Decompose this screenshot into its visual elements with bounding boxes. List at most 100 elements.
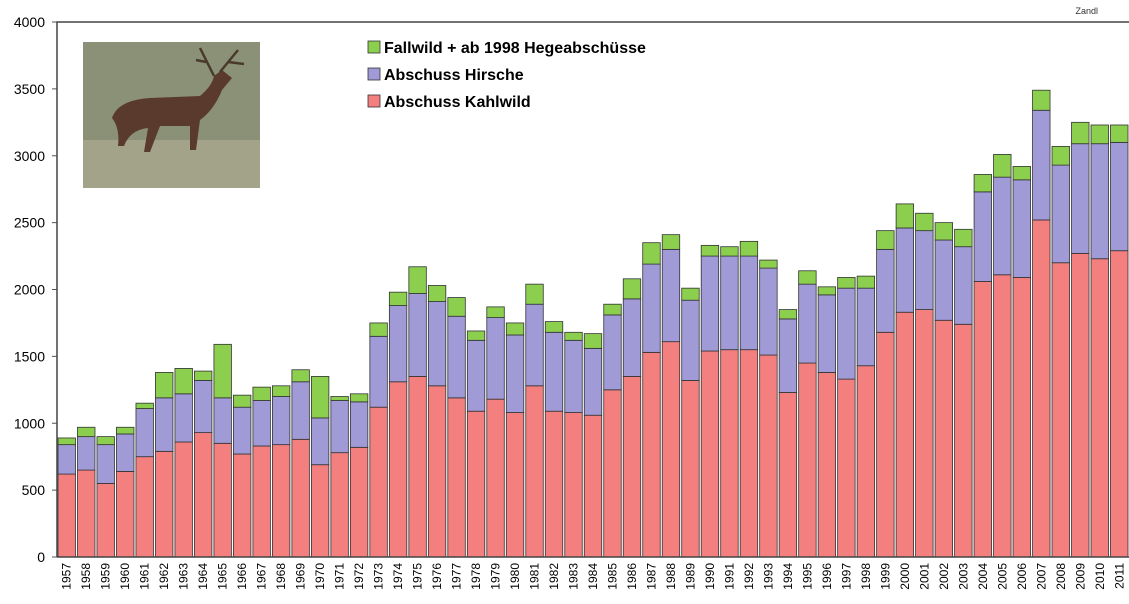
bar-segment xyxy=(565,332,582,340)
photo xyxy=(83,42,260,188)
bar-segment xyxy=(1013,277,1030,557)
x-tick-label: 1998 xyxy=(859,563,873,590)
bar-segment xyxy=(253,446,270,557)
bar-segment xyxy=(448,298,465,317)
bar-segment xyxy=(350,402,367,447)
bar-segment xyxy=(506,335,523,413)
legend-label: Abschuss Kahlwild xyxy=(384,94,531,111)
bar-segment xyxy=(643,352,660,557)
bar-segment xyxy=(916,231,933,310)
bar-segment xyxy=(1091,125,1108,144)
bar-segment xyxy=(721,256,738,350)
bar-segment xyxy=(1013,166,1030,179)
bar-segment xyxy=(994,275,1011,557)
bar-segment xyxy=(545,322,562,333)
bar-segment xyxy=(799,363,816,557)
chart: Zandl 0500100015002000250030003500400019… xyxy=(0,0,1129,599)
bar-segment xyxy=(136,409,153,457)
x-tick-label: 1976 xyxy=(430,563,444,590)
x-tick-label: 1967 xyxy=(255,563,269,590)
bar-segment xyxy=(253,387,270,400)
x-tick-label: 1990 xyxy=(703,563,717,590)
x-tick-label: 1963 xyxy=(177,563,191,590)
bar-segment xyxy=(331,397,348,401)
x-tick-label: 1977 xyxy=(450,563,464,590)
y-tick-label: 1000 xyxy=(14,415,45,431)
bar-segment xyxy=(58,474,75,557)
x-tick-label: 1988 xyxy=(664,563,678,590)
bar-segment xyxy=(194,433,211,557)
x-tick-label: 1969 xyxy=(294,563,308,590)
x-tick-label: 1975 xyxy=(411,563,425,590)
bar-segment xyxy=(565,340,582,412)
bar-segment xyxy=(175,394,192,442)
x-tick-label: 2001 xyxy=(917,563,931,590)
bar-segment xyxy=(428,285,445,301)
bar-segment xyxy=(487,399,504,557)
bar-segment xyxy=(428,386,445,557)
bar-segment xyxy=(448,398,465,557)
x-tick-label: 1986 xyxy=(625,563,639,590)
bar-segment xyxy=(331,401,348,453)
x-tick-label: 1999 xyxy=(878,563,892,590)
bar-segment xyxy=(799,271,816,284)
bar-segment xyxy=(350,394,367,402)
x-tick-label: 1985 xyxy=(605,563,619,590)
bar-segment xyxy=(311,418,328,465)
x-tick-label: 2008 xyxy=(1054,563,1068,590)
bar-segment xyxy=(467,331,484,340)
bar-segment xyxy=(350,447,367,557)
bar-segment xyxy=(701,245,718,256)
bar-segment xyxy=(818,372,835,557)
y-tick-label: 0 xyxy=(37,549,45,565)
bar-segment xyxy=(370,323,387,336)
bar-segment xyxy=(389,382,406,557)
bar-segment xyxy=(1072,253,1089,557)
bar-segment xyxy=(155,398,172,452)
bar-segment xyxy=(1091,259,1108,557)
bar-segment xyxy=(311,465,328,557)
bar-segment xyxy=(487,318,504,400)
x-tick-label: 1982 xyxy=(547,563,561,590)
x-tick-label: 1994 xyxy=(781,563,795,590)
bar-segment xyxy=(740,241,757,256)
bar-segment xyxy=(760,260,777,268)
y-tick-label: 2500 xyxy=(14,215,45,231)
bar-segment xyxy=(1033,110,1050,220)
x-tick-label: 2004 xyxy=(976,563,990,590)
bar-segment xyxy=(370,407,387,557)
bar-segment xyxy=(136,457,153,557)
x-tick-label: 2010 xyxy=(1093,563,1107,590)
bar-segment xyxy=(662,235,679,250)
legend-swatch xyxy=(368,68,380,80)
bar-segment xyxy=(233,407,250,454)
bar-segment xyxy=(760,268,777,355)
bar-segment xyxy=(623,279,640,299)
x-tick-label: 1997 xyxy=(839,563,853,590)
x-tick-label: 1970 xyxy=(313,563,327,590)
bar-segment xyxy=(1091,144,1108,259)
bar-segment xyxy=(1052,165,1069,263)
bar-segment xyxy=(662,249,679,341)
bar-segment xyxy=(955,247,972,325)
bar-segment xyxy=(58,438,75,445)
x-tick-label: 1973 xyxy=(372,563,386,590)
legend-swatch xyxy=(368,41,380,53)
bar-segment xyxy=(896,204,913,228)
bar-segment xyxy=(623,376,640,557)
x-tick-label: 1971 xyxy=(333,563,347,590)
bar-segment xyxy=(838,277,855,288)
bar-segment xyxy=(175,368,192,393)
x-tick-label: 1966 xyxy=(235,563,249,590)
bar-segment xyxy=(935,320,952,557)
y-tick-label: 1500 xyxy=(14,348,45,364)
bar-segment xyxy=(604,390,621,557)
bar-segment xyxy=(682,380,699,557)
bar-segment xyxy=(389,292,406,305)
bar-segment xyxy=(857,366,874,557)
bar-segment xyxy=(292,382,309,440)
x-tick-label: 1978 xyxy=(469,563,483,590)
bar-segment xyxy=(740,350,757,557)
bar-segment xyxy=(409,267,426,294)
bar-segment xyxy=(272,397,289,445)
